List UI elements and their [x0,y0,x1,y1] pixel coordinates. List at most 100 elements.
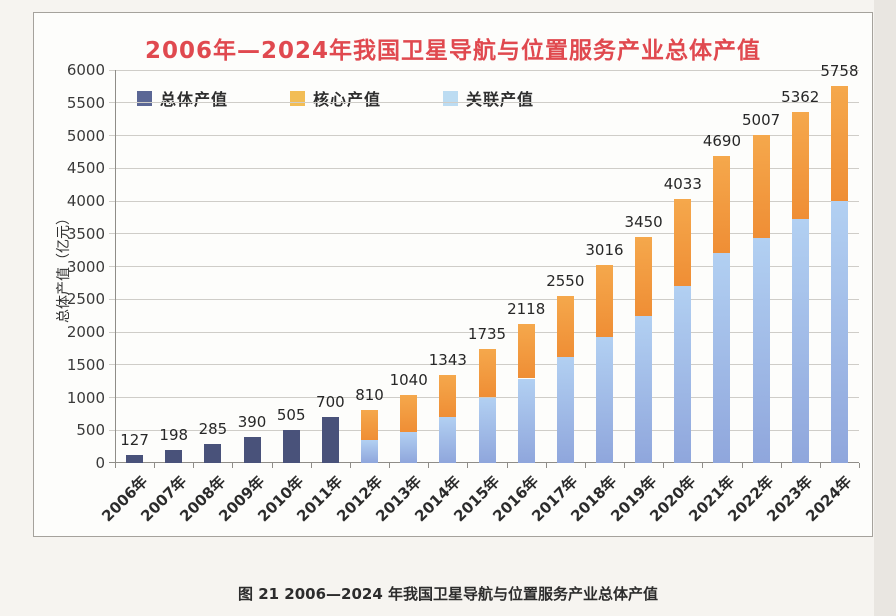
chart-panel: 2006年—2024年我国卫星导航与位置服务产业总体产值 总体产值（亿元） 总体… [33,12,873,537]
bar-2021年-关联产值 [713,253,731,463]
bar-2020年-关联产值 [674,286,692,463]
bar-2018年-核心产值 [595,265,613,338]
x-tick-11 [546,463,547,468]
x-tick-2 [193,463,194,468]
figure-caption: 图 21 2006—2024 年我国卫星导航与位置服务产业总体产值 [237,585,659,603]
bar-value-2021年: 4690 [702,131,742,150]
bar-value-2024年: 5758 [820,61,859,80]
legend-swatch-1 [290,90,306,106]
y-tick-label-0: 0 [95,454,105,472]
bar-value-2006年: 127 [120,430,149,449]
y-tick-label-500: 500 [76,421,105,440]
scan-page-edge [874,0,896,616]
legend-label-2: 关联产值 [466,90,535,109]
bar-2024年-关联产值 [830,201,848,463]
y-tick-label-4000: 4000 [66,192,105,210]
x-tick-3 [232,463,233,468]
bar-2012年-核心产值 [361,409,379,441]
bar-2020年-核心产值 [674,198,692,287]
x-tick-18 [820,463,821,468]
y-tick-label-2000: 2000 [66,323,105,341]
y-tick-label-3000: 3000 [66,257,105,276]
bar-value-2017年: 2550 [546,271,585,290]
y-tick-label-1000: 1000 [66,388,105,407]
bar-2024年-核心产值 [830,85,848,201]
legend-label-0: 总体产值 [160,90,229,109]
x-tick-0 [115,463,116,468]
y-tick-label-6000: 6000 [66,61,105,79]
bar-value-2019年: 3450 [624,213,663,232]
bar-2016年-核心产值 [517,324,535,379]
bar-2022年-关联产值 [752,237,770,463]
bar-value-2022年: 5007 [742,111,781,130]
bar-2008年-总体产值 [204,444,222,463]
bar-2009年-总体产值 [243,437,261,463]
legend-swatch-0 [137,90,152,106]
chart-legend: 总体产值 核心产值 关联产值 [137,86,534,110]
gridline-2000 [109,331,859,333]
bar-value-2018年: 3016 [585,241,624,260]
y-tick-label-1500: 1500 [66,355,105,374]
gridline-5500 [109,102,859,104]
x-tick-12 [585,463,586,468]
bar-2015年-关联产值 [478,397,496,463]
legend-item-0: 总体产值 [137,86,228,110]
bar-2010年-总体产值 [282,429,300,463]
bar-2017年-核心产值 [556,295,574,357]
bar-2012年-关联产值 [361,440,379,463]
x-tick-10 [507,463,508,468]
y-tick-label-4500: 4500 [66,159,105,178]
bar-2013年-关联产值 [400,431,418,463]
x-tick-15 [702,463,703,468]
bar-2011年-总体产值 [321,417,339,463]
chart-title: 2006年—2024年我国卫星导航与位置服务产业总体产值 [144,38,762,64]
bar-value-2008年: 285 [198,420,228,439]
bar-2014年-核心产值 [439,375,457,418]
gridline-2500 [109,298,859,300]
plot-area: 总体产值（亿元） 总体产值 核心产值 关联产值 0 500 1000 1500 2000 25… [56,61,860,525]
bar-value-2023年: 5362 [781,87,820,106]
gridline-6000 [109,69,859,71]
bar-2013年-核心产值 [400,394,418,432]
legend-item-1: 核心产值 [290,86,381,110]
y-tick-label-2500: 2500 [66,290,105,309]
bar-2015年-核心产值 [478,349,496,398]
y-tick-label-3500: 3500 [66,224,105,243]
x-tick-7 [389,463,390,468]
bar-value-2020年: 4033 [663,174,702,193]
x-tick-6 [350,463,351,468]
x-tick-8 [428,463,429,468]
bar-value-2013年: 1040 [389,370,428,389]
legend-label-1: 核心产值 [313,90,382,109]
x-tick-14 [663,463,664,468]
bar-2023年-核心产值 [791,111,809,220]
x-tick-19 [859,463,860,468]
bar-2023年-关联产值 [791,219,809,463]
bar-2022年-核心产值 [752,135,770,238]
bar-value-2011年: 700 [316,393,345,412]
x-tick-17 [781,463,782,468]
bar-2016年-关联产值 [517,378,535,463]
x-tick-9 [467,463,468,468]
bar-value-2014年: 1343 [428,351,467,370]
x-tick-1 [154,463,155,468]
x-tick-4 [272,463,273,468]
bar-2006年-总体产值 [126,454,144,463]
gridline-4000 [109,200,859,202]
y-axis-line [115,70,116,463]
bar-2021年-核心产值 [713,155,731,254]
bar-2019年-核心产值 [635,237,653,316]
bar-value-2016年: 2118 [507,300,546,319]
bar-2017年-关联产值 [556,356,574,463]
gridline-3000 [109,266,859,267]
gridline-4500 [109,167,859,169]
gridline-5000 [109,135,859,136]
y-tick-label-5500: 5500 [66,93,105,112]
legend-swatch-2 [443,90,459,106]
bar-2019年-关联产值 [635,315,653,463]
bar-2007年-总体产值 [165,450,183,463]
bar-value-2015年: 1735 [467,325,507,344]
bar-2014年-关联产值 [439,417,457,463]
legend-item-2: 关联产值 [443,86,534,110]
